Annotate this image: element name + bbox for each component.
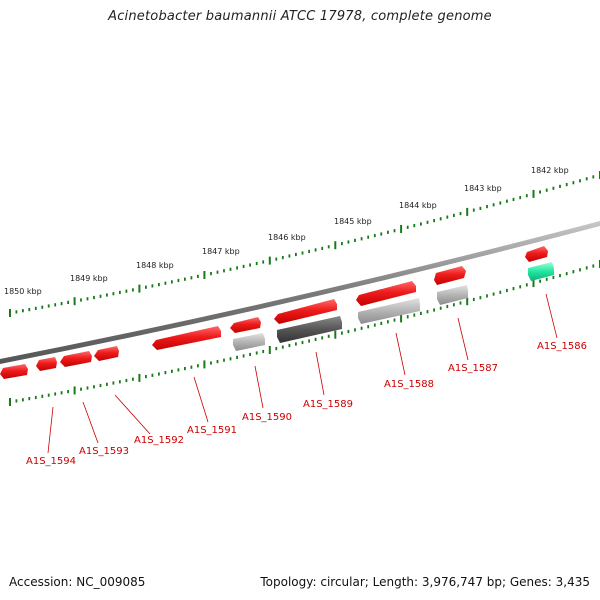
gene-labels: A1S_1586 A1S_1587 A1S_1588 A1S_1589 A1S_… <box>26 341 587 467</box>
scale-label-1847: 1847 kbp <box>202 247 240 256</box>
gene-label-a1s-1588[interactable]: A1S_1588 <box>384 379 434 390</box>
gene-feature[interactable] <box>230 317 261 333</box>
genome-map: Acinetobacter baumannii ATCC 17978, comp… <box>0 0 600 600</box>
genome-backbone <box>0 221 600 364</box>
gene-label-a1s-1594[interactable]: A1S_1594 <box>26 456 76 467</box>
gene-feature[interactable] <box>525 246 548 262</box>
gene-feature[interactable] <box>36 357 57 371</box>
genome-summary: Topology: circular; Length: 3,976,747 bp… <box>260 575 590 589</box>
scale-label-1850: 1850 kbp <box>4 287 42 296</box>
gene-feature[interactable] <box>434 266 466 285</box>
gene-label-a1s-1590[interactable]: A1S_1590 <box>242 412 292 423</box>
gene-label-a1s-1592[interactable]: A1S_1592 <box>134 435 184 446</box>
gene-feature[interactable] <box>233 333 265 351</box>
scale-label-1848: 1848 kbp <box>136 261 174 270</box>
gene-label-a1s-1587[interactable]: A1S_1587 <box>448 363 498 374</box>
forward-genes <box>0 246 548 379</box>
gene-feature[interactable] <box>0 364 28 379</box>
gene-label-a1s-1591[interactable]: A1S_1591 <box>187 425 237 436</box>
gene-label-a1s-1586[interactable]: A1S_1586 <box>537 341 587 352</box>
scale-label-1846: 1846 kbp <box>268 233 306 242</box>
gene-feature[interactable] <box>437 285 468 305</box>
scale-labels: 1842 kbp 1843 kbp 1844 kbp 1845 kbp 1846… <box>4 166 569 296</box>
scale-label-1849: 1849 kbp <box>70 274 108 283</box>
gene-feature[interactable] <box>94 346 119 361</box>
scale-label-1843: 1843 kbp <box>464 184 502 193</box>
gene-feature[interactable] <box>60 351 92 367</box>
gene-label-a1s-1589[interactable]: A1S_1589 <box>303 399 353 410</box>
scale-label-1844: 1844 kbp <box>399 201 437 210</box>
scale-label-1845: 1845 kbp <box>334 217 372 226</box>
genome-map-canvas: 1842 kbp 1843 kbp 1844 kbp 1845 kbp 1846… <box>0 0 600 600</box>
scale-label-1842: 1842 kbp <box>531 166 569 175</box>
accession-label: Accession: NC_009085 <box>9 575 145 589</box>
gene-label-a1s-1593[interactable]: A1S_1593 <box>79 446 129 457</box>
rna-gene-feature[interactable] <box>528 262 554 281</box>
